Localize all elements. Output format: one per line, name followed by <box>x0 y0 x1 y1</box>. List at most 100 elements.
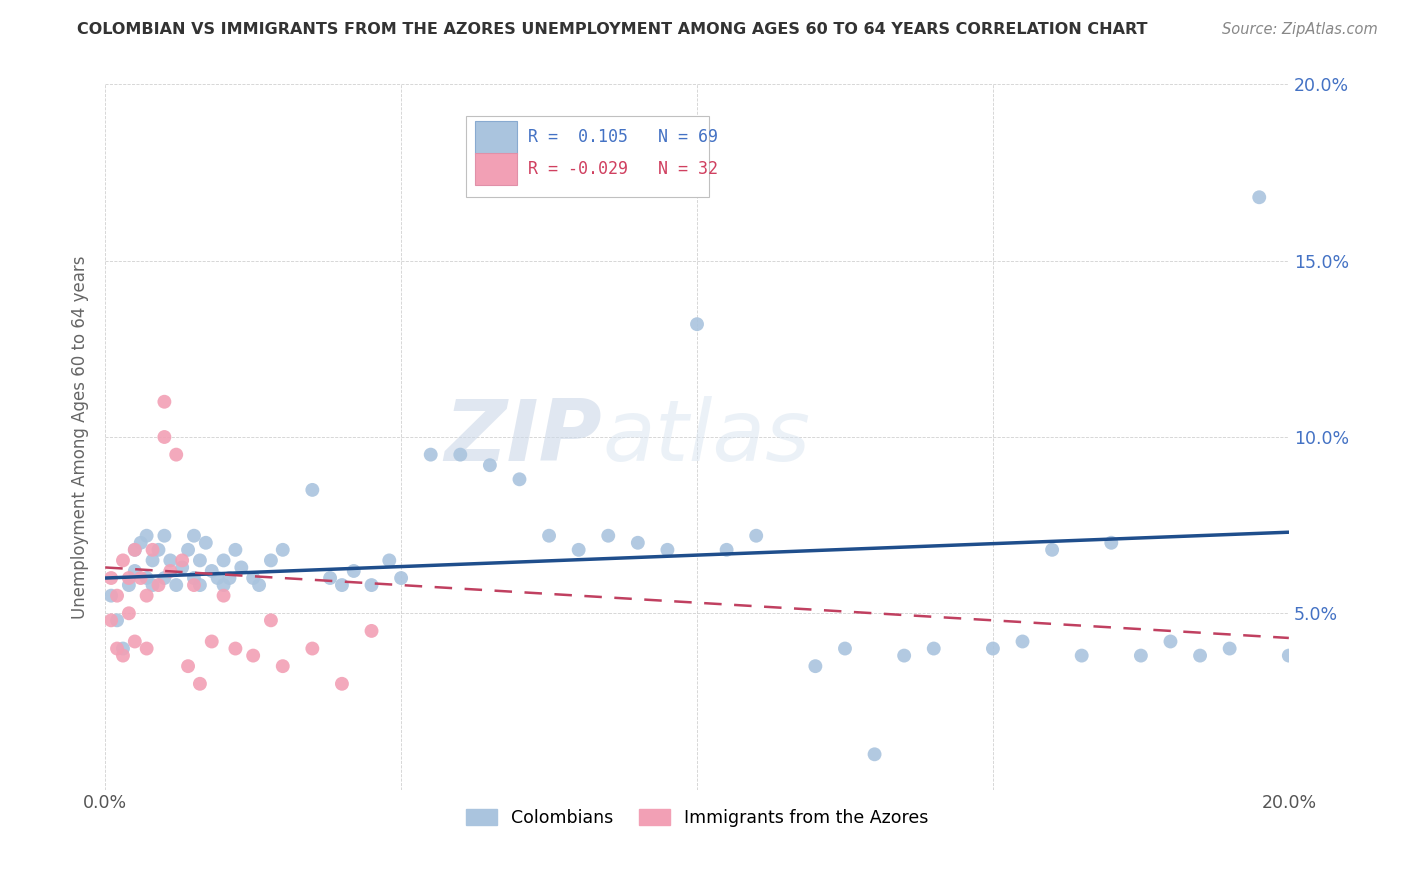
Point <box>804 659 827 673</box>
Point <box>1249 190 1271 204</box>
Point <box>135 529 157 543</box>
Point <box>1159 634 1181 648</box>
Point <box>100 589 122 603</box>
Point <box>201 564 224 578</box>
Point <box>201 634 224 648</box>
Point <box>135 589 157 603</box>
Point <box>218 571 240 585</box>
Point <box>165 448 187 462</box>
Point <box>153 394 176 409</box>
Point <box>153 571 176 585</box>
Point <box>118 607 141 621</box>
Point <box>224 542 246 557</box>
Point <box>165 578 187 592</box>
Text: COLOMBIAN VS IMMIGRANTS FROM THE AZORES UNEMPLOYMENT AMONG AGES 60 TO 64 YEARS C: COLOMBIAN VS IMMIGRANTS FROM THE AZORES … <box>77 22 1147 37</box>
Point <box>153 430 176 444</box>
Point <box>508 472 530 486</box>
Text: R = -0.029   N = 32: R = -0.029 N = 32 <box>527 160 718 178</box>
Point <box>172 553 194 567</box>
Point <box>378 553 401 567</box>
Point <box>419 448 441 462</box>
Point <box>183 571 205 585</box>
Point <box>159 553 181 567</box>
Point <box>242 571 264 585</box>
Point <box>212 589 235 603</box>
Point <box>330 677 353 691</box>
Point <box>657 542 679 557</box>
Point <box>343 564 366 578</box>
Point <box>124 634 146 648</box>
Point <box>188 578 211 592</box>
Point <box>135 641 157 656</box>
Point <box>568 542 591 557</box>
Point <box>105 613 128 627</box>
Point <box>124 542 146 557</box>
Point <box>686 317 709 331</box>
Point <box>893 648 915 663</box>
Text: R =  0.105   N = 69: R = 0.105 N = 69 <box>527 128 718 146</box>
Point <box>260 613 283 627</box>
Point <box>159 564 181 578</box>
Point <box>242 648 264 663</box>
Point <box>863 747 886 762</box>
Point <box>129 535 152 549</box>
Point <box>260 553 283 567</box>
Point <box>301 483 323 497</box>
Point <box>188 553 211 567</box>
Point <box>360 578 382 592</box>
Point <box>1011 634 1033 648</box>
Point <box>105 589 128 603</box>
Point <box>330 578 353 592</box>
Point <box>1040 542 1063 557</box>
Point <box>1129 648 1152 663</box>
Point <box>301 641 323 656</box>
Point <box>153 529 176 543</box>
Point <box>142 578 165 592</box>
Text: atlas: atlas <box>602 395 810 478</box>
Point <box>135 571 157 585</box>
Point <box>1219 641 1241 656</box>
Point <box>188 677 211 691</box>
Point <box>111 641 134 656</box>
Point <box>105 641 128 656</box>
Point <box>1278 648 1301 663</box>
Text: Source: ZipAtlas.com: Source: ZipAtlas.com <box>1222 22 1378 37</box>
Point <box>129 571 152 585</box>
Point <box>922 641 945 656</box>
Point <box>247 578 270 592</box>
Point <box>478 458 501 473</box>
Point <box>716 542 738 557</box>
Point <box>183 578 205 592</box>
Point <box>745 529 768 543</box>
Point <box>100 571 122 585</box>
Point <box>1070 648 1092 663</box>
Point <box>172 560 194 574</box>
Y-axis label: Unemployment Among Ages 60 to 64 years: Unemployment Among Ages 60 to 64 years <box>72 255 89 619</box>
Point <box>271 659 294 673</box>
Point <box>111 553 134 567</box>
Point <box>142 553 165 567</box>
Legend: Colombians, Immigrants from the Azores: Colombians, Immigrants from the Azores <box>458 802 935 834</box>
Point <box>627 535 650 549</box>
Point <box>183 529 205 543</box>
Point <box>834 641 856 656</box>
Point <box>124 542 146 557</box>
Point <box>111 648 134 663</box>
Point <box>449 448 471 462</box>
FancyBboxPatch shape <box>474 153 517 186</box>
Point <box>194 535 217 549</box>
Point <box>271 542 294 557</box>
Point <box>1099 535 1122 549</box>
Point <box>231 560 253 574</box>
Point <box>1189 648 1212 663</box>
Point <box>538 529 561 543</box>
Point <box>212 578 235 592</box>
Point <box>360 624 382 638</box>
Point <box>207 571 229 585</box>
Text: ZIP: ZIP <box>444 395 602 478</box>
Point <box>148 542 170 557</box>
FancyBboxPatch shape <box>467 116 709 197</box>
Point <box>142 542 165 557</box>
Point <box>148 578 170 592</box>
Point <box>118 571 141 585</box>
